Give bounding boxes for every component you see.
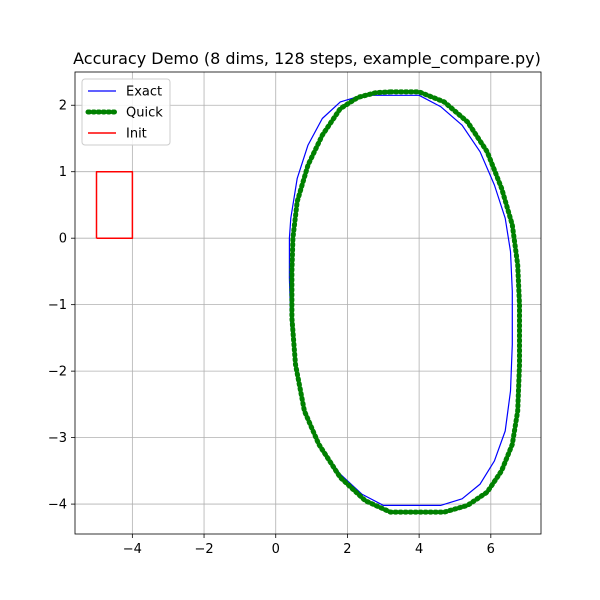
axes-frame [74, 71, 542, 535]
legend-label-quick: Quick [126, 106, 163, 121]
grid-layer [75, 72, 541, 534]
legend: Exact Quick Init [81, 78, 171, 146]
y-tick-label: 1 [59, 165, 67, 180]
y-tick-label: −4 [48, 498, 67, 513]
x-tick-label: 6 [487, 542, 495, 557]
chart-title: Accuracy Demo (8 dims, 128 steps, exampl… [73, 49, 541, 69]
tick-layer: −4 −2 0 2 4 6 −4 −3 −2 −1 0 1 2 [48, 99, 495, 557]
y-tick-label: −3 [48, 431, 67, 446]
y-tick-label: 2 [59, 99, 67, 114]
y-tick-label: 0 [59, 232, 67, 247]
x-tick-label: −4 [123, 542, 142, 557]
x-tick-label: −2 [194, 542, 213, 557]
x-tick-label: 2 [343, 542, 351, 557]
legend-box [81, 78, 171, 146]
y-tick-label: −1 [48, 298, 67, 313]
y-tick-label: −2 [48, 365, 67, 380]
series-layer [95, 89, 522, 515]
series-line-exact [288, 94, 513, 506]
legend-label-init: Init [126, 127, 147, 142]
x-tick-label: 4 [415, 542, 423, 557]
legend-label-exact: Exact [126, 85, 162, 100]
series-line-quick [289, 89, 522, 515]
series-line-init [95, 170, 134, 239]
x-tick-label: 0 [272, 542, 280, 557]
